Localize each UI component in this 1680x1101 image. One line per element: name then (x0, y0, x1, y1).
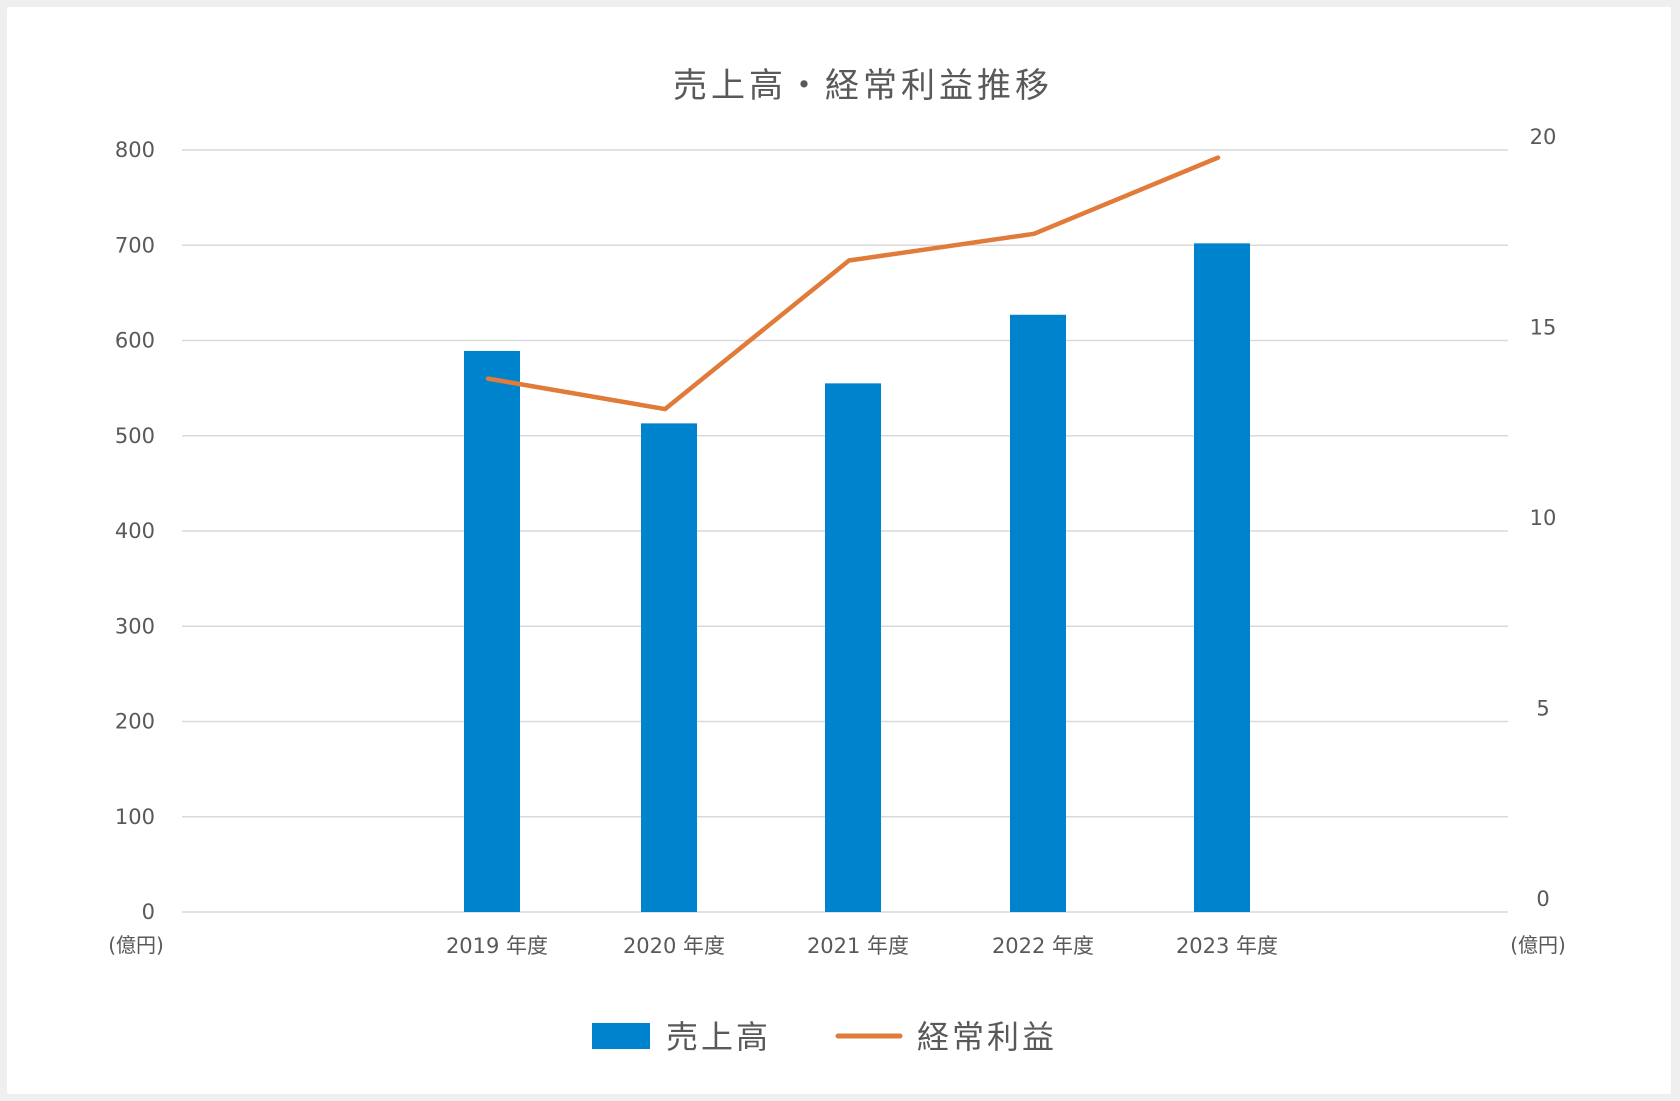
right-tick-label: 15 (1530, 316, 1557, 340)
sales-bar (1194, 243, 1250, 913)
left-tick-label: 600 (115, 329, 155, 353)
legend-profit-label: 経常利益 (917, 1018, 1057, 1056)
right-tick-label: 5 (1536, 697, 1549, 721)
sales-bar (464, 350, 520, 912)
legend-sales-swatch (592, 1023, 650, 1049)
sales-bar (641, 423, 697, 912)
right-axis-unit: (億円) (1510, 933, 1566, 957)
sales-bar (1010, 314, 1066, 913)
profit-line-path (485, 155, 1221, 412)
left-tick-label: 200 (115, 710, 155, 734)
legend: 売上高 経常利益 (592, 1018, 1057, 1056)
left-tick-label: 700 (115, 233, 155, 257)
right-tick-label: 0 (1536, 887, 1549, 911)
x-axis: 2019 年度 2020 年度 2021 年度 2022 年度 2023 年度 (446, 934, 1278, 958)
left-tick-label: 0 (142, 900, 155, 924)
left-tick-label: 500 (115, 424, 155, 448)
left-axis: 0 100 200 300 400 500 600 700 800 (115, 138, 155, 924)
profit-line (485, 155, 1221, 412)
x-tick-label: 2023 年度 (1176, 934, 1278, 958)
left-tick-label: 800 (115, 138, 155, 162)
right-axis: 0 5 10 15 20 (1530, 125, 1557, 911)
left-axis-unit: (億円) (108, 933, 164, 957)
x-tick-label: 2019 年度 (446, 934, 548, 958)
left-tick-label: 400 (115, 519, 155, 543)
legend-sales-label: 売上高 (666, 1018, 771, 1056)
x-tick-label: 2021 年度 (807, 934, 909, 958)
chart-title: 売上高・経常利益推移 (673, 66, 1053, 106)
left-tick-label: 300 (115, 614, 155, 638)
sales-bar (825, 383, 881, 912)
x-tick-label: 2022 年度 (992, 934, 1094, 958)
left-tick-label: 100 (115, 805, 155, 829)
right-tick-label: 20 (1530, 125, 1557, 149)
sales-bars (464, 243, 1250, 913)
right-tick-label: 10 (1530, 506, 1557, 530)
x-tick-label: 2020 年度 (623, 934, 725, 958)
